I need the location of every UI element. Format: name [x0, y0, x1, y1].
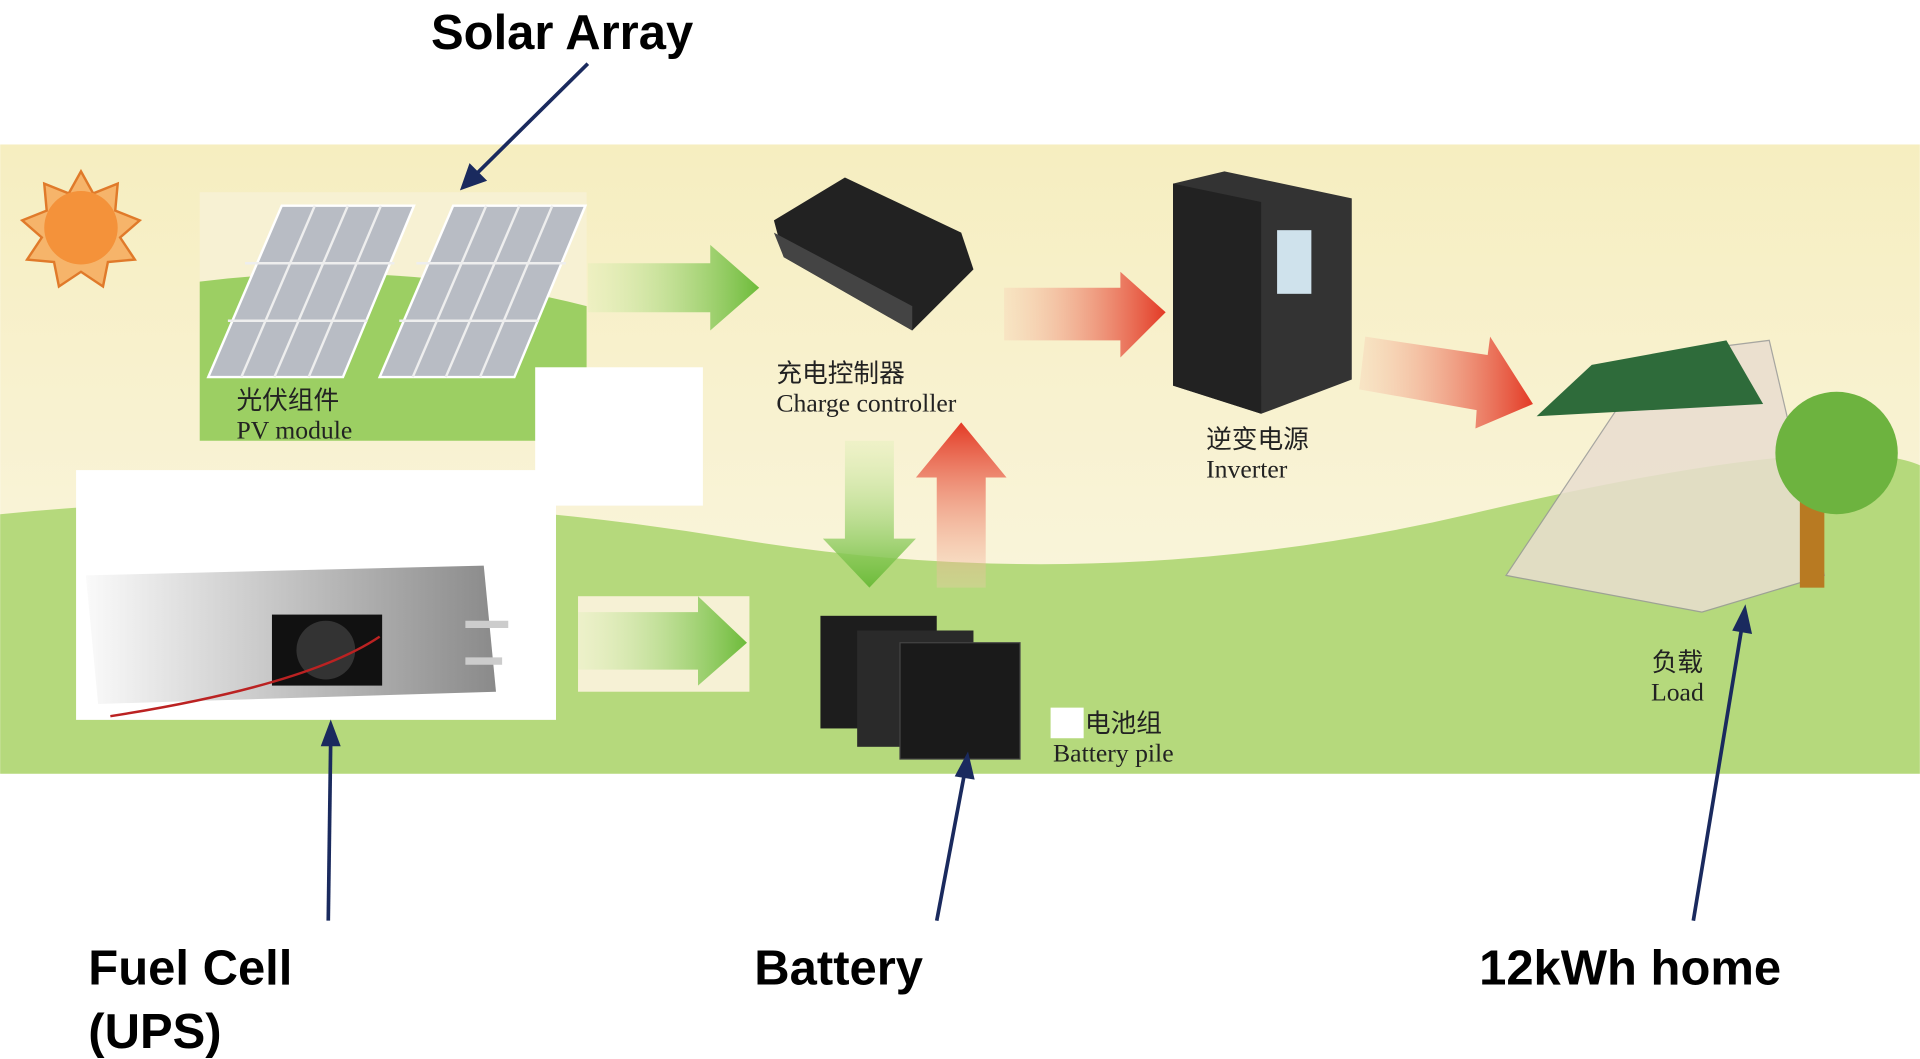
component-label: Charge controller [776, 388, 956, 417]
callout-label: Fuel Cell [88, 941, 292, 995]
component-label: 逆变电源 [1206, 425, 1309, 454]
component-label: Battery pile [1053, 739, 1174, 768]
component-label: 电池组 [1085, 709, 1162, 738]
component-label: Load [1651, 677, 1704, 706]
inverter [1173, 171, 1352, 413]
diagram: Solar Array Fuel Cell (UPS) Battery 12kW… [0, 0, 1920, 1059]
page: Solar Array Fuel Cell (UPS) Battery 12kW… [0, 0, 1920, 1059]
component-label: 光伏组件 [236, 386, 339, 415]
callout-label: 12kWh home [1479, 941, 1781, 995]
callout-label: Solar Array [431, 6, 693, 60]
callout-label: Battery [754, 941, 923, 995]
component-label: Inverter [1206, 454, 1288, 483]
component-label: 充电控制器 [776, 359, 904, 388]
component-label: PV module [236, 415, 352, 444]
component-label: 负载 [1652, 648, 1703, 677]
callout-label: (UPS) [88, 1005, 221, 1059]
